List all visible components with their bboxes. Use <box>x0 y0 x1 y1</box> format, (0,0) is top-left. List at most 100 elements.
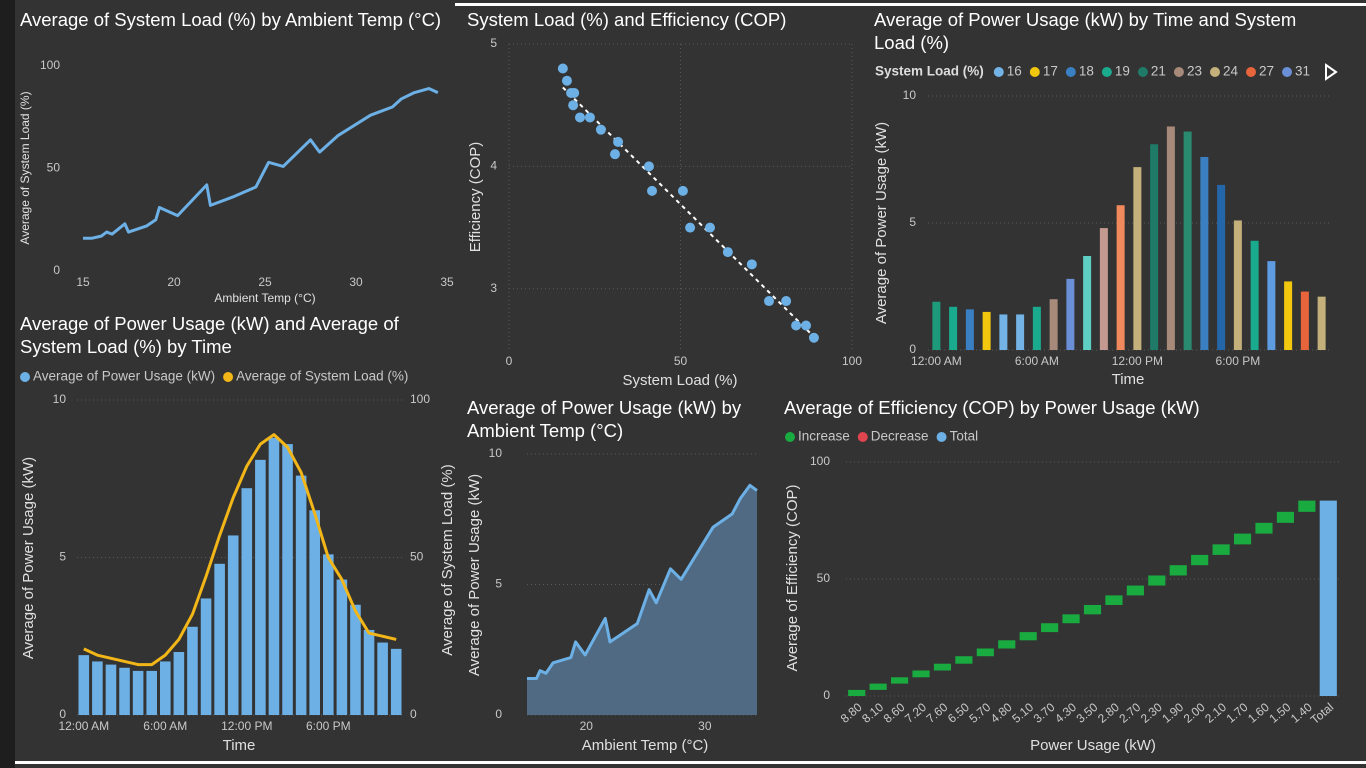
point <box>557 63 568 74</box>
left-edge <box>0 0 15 768</box>
waterfall-bar <box>1169 565 1187 576</box>
bar <box>1317 296 1326 350</box>
x-axis-title: System Load (%) <box>622 372 737 389</box>
bar <box>1284 281 1293 350</box>
chart-title: Average of Efficiency (COP) by Power Usa… <box>784 397 1200 418</box>
legend-swatch <box>1137 67 1148 77</box>
legend-label: 24 <box>1223 64 1239 79</box>
x-tick-label: 12:00 AM <box>911 354 962 368</box>
bar <box>214 563 225 715</box>
bar <box>1166 126 1175 350</box>
legend-swatch <box>785 432 795 442</box>
legend-swatch <box>1246 67 1256 77</box>
y-tick-label: 10 <box>489 446 503 460</box>
y-axis-title: Average of Power Usage (kW) <box>873 122 890 324</box>
bar <box>132 670 144 715</box>
bar <box>160 661 171 715</box>
bar <box>268 437 280 715</box>
bar <box>1200 156 1209 350</box>
x-tick-label: 12:00 AM <box>58 719 109 733</box>
y-tick-label: 5 <box>59 550 66 564</box>
y-tick-label: 50 <box>47 161 61 175</box>
bar <box>377 642 388 715</box>
waterfall-bar <box>1255 522 1273 534</box>
waterfall-bar <box>998 640 1016 649</box>
legend-swatch <box>223 372 234 382</box>
bar <box>1116 205 1125 350</box>
waterfall-bar <box>1148 575 1166 586</box>
bar <box>1016 314 1025 350</box>
line <box>83 87 439 240</box>
x-axis-title: Ambient Temp (°C) <box>214 291 315 305</box>
legend-swatch <box>1209 67 1220 77</box>
point <box>595 124 606 135</box>
waterfall-bar <box>1212 544 1230 555</box>
bar <box>200 598 212 715</box>
y-axis-title: Average of Power Usage (kW) <box>20 457 37 659</box>
legend-swatch <box>1173 67 1184 77</box>
bottom-rule <box>15 761 1366 764</box>
bar <box>390 648 402 715</box>
line <box>83 433 397 667</box>
bar <box>1099 228 1108 350</box>
bar <box>999 314 1008 350</box>
bar <box>1133 167 1142 350</box>
bar <box>173 652 185 715</box>
point <box>677 185 688 196</box>
bar <box>1233 220 1242 350</box>
total-bar <box>1319 500 1337 696</box>
x-tick-label: 20 <box>580 719 594 733</box>
point <box>609 149 620 160</box>
x-tick-label: 20 <box>167 275 181 289</box>
bar <box>146 670 157 715</box>
legend-label: Total <box>950 429 979 444</box>
x-axis-title: Time <box>1112 371 1145 388</box>
x-tick-label: 30 <box>349 275 363 289</box>
area <box>527 485 757 715</box>
waterfall-bar <box>1233 533 1252 545</box>
legend-label: 19 <box>1115 64 1130 79</box>
bar <box>227 535 239 715</box>
bar <box>309 510 320 715</box>
waterfall-bar <box>933 663 952 671</box>
legend-swatch <box>1065 67 1076 77</box>
top-rule <box>455 3 1366 6</box>
waterfall-bar <box>1276 511 1294 523</box>
bar <box>1183 131 1192 350</box>
y-tick-label: 5 <box>909 215 916 229</box>
waterfall-bar <box>1019 632 1037 641</box>
y-tick-label: 5 <box>490 36 497 50</box>
bar <box>949 306 958 350</box>
legend-next-arrow[interactable] <box>1325 63 1338 81</box>
legend-label: Average of System Load (%) <box>236 369 408 384</box>
chart-title: Average of Power Usage (kW) by Time and … <box>874 9 1297 53</box>
y-tick-label: 10 <box>903 88 917 102</box>
legend-label: Average of Power Usage (kW) <box>33 369 215 384</box>
chart-title: Average of System Load (%) by Ambient Te… <box>20 9 442 30</box>
y2-tick-label: 0 <box>410 707 417 721</box>
waterfall-bar <box>1191 554 1209 566</box>
waterfall-bar <box>1298 500 1316 512</box>
waterfall-bar <box>1041 623 1059 633</box>
x-axis-title: Ambient Temp (°C) <box>582 737 709 754</box>
bar <box>350 604 361 715</box>
waterfall-bar <box>912 670 930 678</box>
legend-label: Decrease <box>871 429 929 444</box>
chart-title: System Load (%) and Efficiency (COP) <box>467 9 787 30</box>
x-tick-label: 35 <box>440 275 454 289</box>
x-tick-label: 12:00 PM <box>221 719 272 733</box>
bar <box>92 661 103 715</box>
y-tick-label: 4 <box>490 159 497 173</box>
legend-swatch <box>993 67 1004 77</box>
y-axis-title: Average of System Load (%) <box>18 91 32 244</box>
waterfall-bar <box>1062 614 1080 624</box>
bar <box>336 579 348 715</box>
legend-label: 17 <box>1043 64 1058 79</box>
waterfall-bar <box>848 689 866 696</box>
y-axis-title: Efficiency (COP) <box>467 142 484 253</box>
y-tick-label: 100 <box>810 454 830 468</box>
legend-swatch <box>20 372 30 382</box>
x-tick-label: 6:00 PM <box>306 719 351 733</box>
point <box>569 87 580 98</box>
